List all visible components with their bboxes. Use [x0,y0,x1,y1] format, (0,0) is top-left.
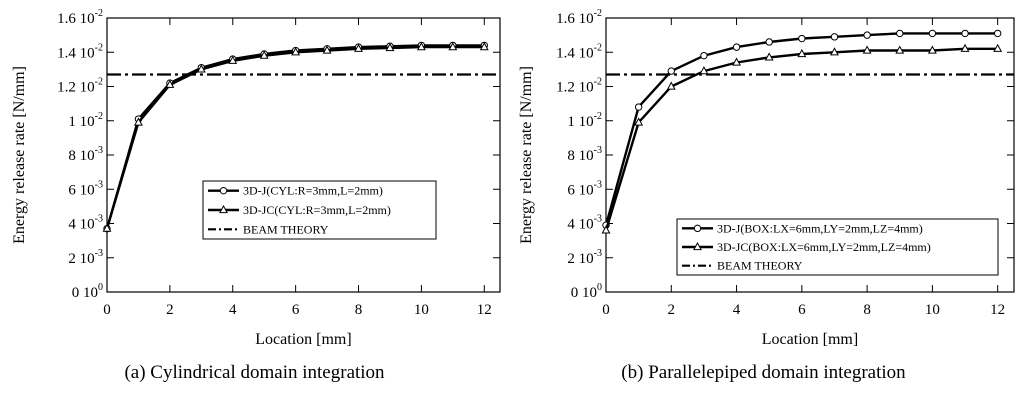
y-tick-label: 8 10-3 [68,145,103,164]
y-tick-label: 6 10-3 [567,179,602,198]
series-triangle-point [830,47,839,56]
series-triangle-point [927,45,937,54]
y-tick-label: 1 10-2 [567,111,602,130]
x-tick-label: 2 [166,302,174,318]
series-triangle-point [133,117,143,126]
legend-circle-marker [219,186,228,195]
series-circle-point [732,43,741,51]
series-triangle-point [291,47,301,56]
y-tick-label: 4 10-3 [68,214,103,233]
legend-triangle-marker [693,241,702,251]
series-triangle-point [634,117,644,126]
legend-box [676,218,999,276]
series-triangle-point [666,81,676,90]
series-triangle-point [196,64,206,73]
series-triangle-point [732,57,742,66]
series-triangle-line [604,47,998,231]
series-triangle-point [354,43,363,52]
x-tick-label: 6 [292,302,300,318]
series-triangle-point [102,223,112,232]
chart-panel-a: 0 100 2 10-3 4 10-3 6 10-3 8 10-3 1 10-2 1.2 1… [11,8,501,383]
y-axis-label: Energy release rate [N/mm] [518,66,535,244]
series-triangle-point [479,42,489,51]
y-axis-label: Energy release rate [N/mm] [11,66,28,244]
legend-circle-label: 3D-J(CYL:R=3mm,L=2mm) [243,184,383,198]
chart-caption-b: (b) Parallelepiped domain integration [621,362,906,383]
series-circle-point [896,29,904,38]
y-tick-label: 0 100 [72,282,103,301]
series-circle-point [798,34,806,43]
chart-b: 0 100 2 10-3 4 10-3 6 10-3 8 10-3 1 10-2 1.2 1… [518,8,1015,348]
legend-beam-theory-label: BEAM THEORY [717,259,803,273]
y-tick-label: 4 10-3 [567,214,602,233]
y-tick-label: 1.4 10-2 [57,42,103,61]
y-tick-label: 1.2 10-2 [556,77,602,96]
series-triangle-point [862,45,872,54]
series-circle-point [830,33,839,41]
x-axis-label: Location [mm] [762,331,858,348]
x-tick-label: 0 [602,302,610,318]
x-tick-label: 0 [103,302,111,318]
y-tick-label: 8 10-3 [567,145,602,164]
x-tick-label: 8 [863,302,871,318]
y-tick-label: 1.4 10-2 [556,42,602,61]
y-tick-label: 1 10-2 [68,111,103,130]
x-tick-label: 10 [414,302,429,318]
series-triangle-point [416,42,426,51]
y-tick-label: 1.6 10-2 [556,8,602,27]
series-triangle-point [322,45,332,54]
series-circle-line [604,32,998,226]
y-tick-label: 6 10-3 [68,179,103,198]
legend-triangle-marker [219,204,228,214]
legend-box [202,180,437,240]
series-triangle-point [764,52,774,61]
series-triangle-point [895,45,905,54]
series-triangle-point [601,225,611,234]
chart-a: 0 100 2 10-3 4 10-3 6 10-3 8 10-3 1 10-2 1.2 1… [11,8,501,348]
x-tick-label: 2 [668,302,676,318]
plot-frame [106,17,501,293]
legend-beam-theory-label: BEAM THEORY [243,222,329,236]
y-tick-label: 1.6 10-2 [57,8,103,27]
series-triangle-point [797,48,807,58]
series-circle-point [993,29,1002,38]
series-circle-point [634,103,643,111]
chart-panel-b: 0 100 2 10-3 4 10-3 6 10-3 8 10-3 1 10-2 1.2 1… [509,0,1018,414]
y-tick-label: 2 10-3 [68,248,103,267]
chart-caption-a: (a) Cylindrical domain integration [124,362,385,383]
x-tick-label: 12 [477,302,492,318]
legend-circle-label: 3D-J(BOX:LX=6mm,LY=2mm,LZ=4mm) [717,221,923,235]
series-triangle-point [385,42,395,52]
y-tick-label: 2 10-3 [567,248,602,267]
series-circle-point [700,51,708,60]
legend-triangle-label: 3D-JC(CYL:R=3mm,L=2mm) [243,203,391,217]
legend-triangle-label: 3D-JC(BOX:LX=6mm,LY=2mm,LZ=4mm) [717,240,931,254]
series-triangle-point [699,66,709,75]
x-tick-label: 8 [355,302,363,318]
x-tick-label: 4 [733,302,741,318]
series-triangle-point [259,50,269,59]
x-tick-label: 4 [229,302,237,318]
series-triangle-point [993,43,1003,52]
series-circle-point [961,29,969,38]
series-circle-point [863,31,871,39]
series-circle-point [667,67,675,75]
x-tick-label: 10 [925,302,940,318]
x-axis-label: Location [mm] [255,331,351,348]
x-tick-label: 6 [798,302,806,318]
legend-circle-marker [693,224,702,233]
series-triangle-point [165,79,175,88]
series-triangle-point [228,55,238,64]
y-tick-label: 0 100 [571,282,602,301]
series-triangle-point [448,42,458,51]
y-tick-label: 1.2 10-2 [57,77,103,96]
x-tick-label: 12 [990,302,1005,318]
series-triangle-point [960,43,970,52]
series-circle-point [765,38,773,46]
series-circle-point [928,29,937,38]
